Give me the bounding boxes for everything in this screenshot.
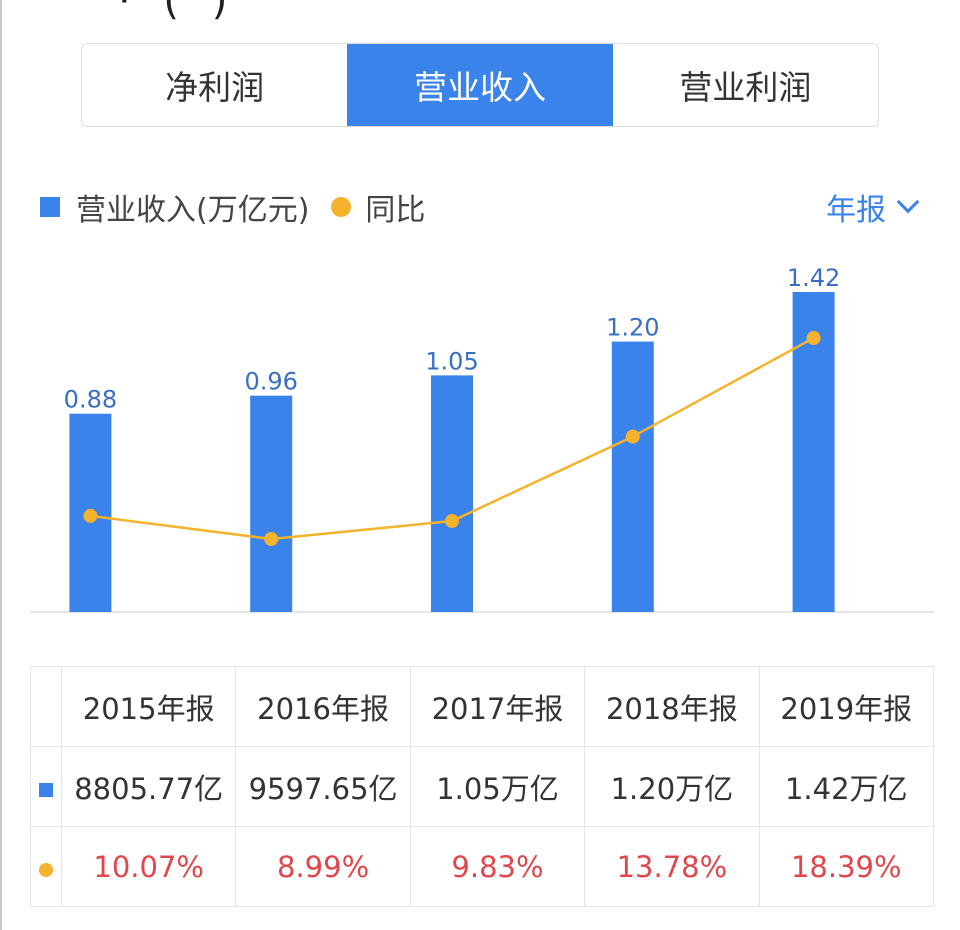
table-cell: 8805.77亿 [60,746,237,827]
revenue-bar-label: 0.88 [64,386,117,414]
table-cell: 1.42万亿 [758,746,935,827]
yoy-point [625,429,640,444]
data-table: 2015年报 2016年报 2017年报 2018年报 2019年报 8805.… [30,666,935,907]
revenue-bar-label: 1.42 [787,264,840,292]
revenue-bar-label: 1.20 [606,314,659,342]
revenue-bar-labels: 0.88 0.96 1.05 1.20 1.42 [64,264,841,414]
period-selector-label: 年报 [826,193,886,228]
orange-dot-icon [39,862,53,877]
yoy-points [83,331,821,546]
table-row-yoy: 10.07% 8.99% 9.83% 13.78% 18.39% [30,826,935,907]
table-corner-cell [30,666,62,747]
table-header-cell: 2019年报 [758,666,935,747]
tab-operating-profit[interactable]: 营业利润 [679,68,812,107]
metric-tabs: 净利润 营业收入 营业利润 [81,43,879,127]
table-header-row: 2015年报 2016年报 2017年报 2018年报 2019年报 [30,666,935,747]
table-header-cell: 2018年报 [584,666,760,747]
revenue-bar [611,341,654,612]
revenue-bar-label: 1.05 [425,347,478,375]
line-legend-swatch [331,197,352,217]
table-header-cell: 2016年报 [235,666,411,747]
table-cell: 8.99% [235,826,411,907]
yoy-point [445,514,459,529]
table-cell: 9597.65亿 [235,746,411,827]
period-selector[interactable]: 年报 [826,185,920,229]
bar-legend-swatch [40,197,60,217]
revenue-bar [250,395,293,612]
chart-legend: 营业收入(万亿元) 同比 [40,185,425,229]
table-cell: 1.20万亿 [584,746,760,827]
table-cell: 1.05万亿 [409,746,586,827]
yoy-row-marker [30,826,62,907]
yoy-point [264,532,279,546]
yoy-point [806,331,821,345]
table-cell: 9.83% [409,826,586,907]
table-header-cell: 2017年报 [409,666,586,747]
clipped-title-fragment: · ( ) [118,0,238,24]
bar-legend-label: 营业收入(万亿元) [76,193,310,228]
revenue-chart: 0.88 0.96 1.05 1.20 1.42 [30,264,934,613]
table-cell: 13.78% [584,826,760,907]
revenue-bar [431,375,473,612]
blue-square-icon [39,782,53,797]
table-row-revenue: 8805.77亿 9597.65亿 1.05万亿 1.20万亿 1.42万亿 [30,746,935,827]
revenue-bars [69,292,835,612]
tab-net-profit[interactable]: 净利润 [165,68,265,107]
yoy-point [83,508,98,523]
tab-revenue[interactable]: 营业收入 [347,44,613,126]
revenue-row-marker [30,746,62,827]
line-legend-label: 同比 [365,193,426,228]
revenue-bar-label: 0.96 [244,368,297,396]
window-edge [0,0,2,930]
table-header-cell: 2015年报 [60,666,237,747]
table-cell: 18.39% [758,826,935,907]
table-cell: 10.07% [60,826,237,907]
chevron-down-icon [896,190,920,214]
